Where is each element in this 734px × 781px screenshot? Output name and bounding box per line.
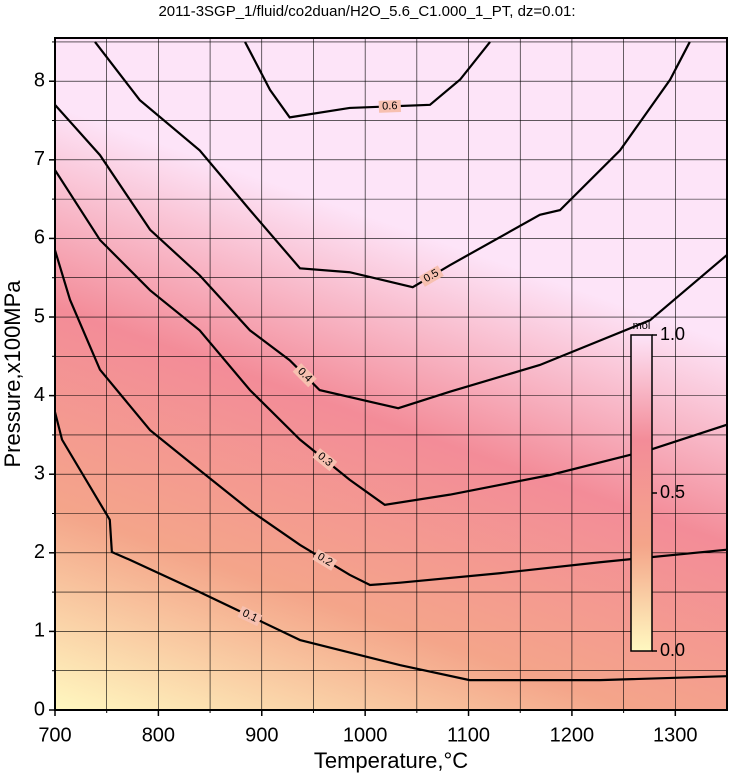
contour-label-bg (312, 549, 338, 571)
x-tick-label: 800 (142, 724, 175, 746)
contour-line (55, 249, 727, 587)
contour-line (94, 41, 691, 289)
colorbar-tick-label: 1.0 (660, 324, 685, 344)
y-tick-label: 7 (34, 148, 45, 170)
contour-label-bg (418, 265, 444, 287)
contour-label-bg (378, 99, 402, 113)
contour-label-bg (237, 605, 263, 627)
contour-label-bg (292, 363, 317, 388)
colorbar (630, 334, 653, 652)
y-tick-label: 2 (34, 541, 45, 563)
x-axis-label: Temperature,°C (314, 748, 468, 773)
contour-label-bg (312, 448, 338, 472)
x-tick-label: 1200 (550, 724, 595, 746)
x-tick-label: 1300 (653, 724, 698, 746)
contour-line (244, 41, 491, 119)
x-tick-label: 900 (245, 724, 278, 746)
contour-line (55, 411, 727, 682)
contour-label: 0.1 (240, 607, 259, 624)
y-tick-label: 6 (34, 227, 45, 249)
y-tick-label: 0 (34, 698, 45, 720)
x-tick-label: 1100 (447, 724, 490, 746)
contour-label-group: 0.6 (378, 99, 402, 113)
y-tick-label: 4 (34, 384, 45, 406)
colorbar-label: mol (633, 320, 651, 332)
contour-label: 0.6 (382, 100, 398, 113)
colorbar-tick-label: 0.5 (660, 482, 685, 502)
colorbar-tick-label: 0.0 (660, 640, 685, 660)
x-tick-label: 700 (38, 724, 71, 746)
y-axis-label: Pressure,x100MPa (0, 280, 25, 468)
x-tick-label: 1000 (343, 724, 388, 746)
y-tick-label: 5 (34, 305, 45, 327)
y-tick-label: 8 (34, 70, 45, 92)
plot-frame (54, 37, 728, 711)
plot-background (55, 38, 727, 710)
y-tick-label: 3 (34, 462, 45, 484)
chart-title: 2011-3SGP_1/fluid/co2duan/H2O_5.6_C1.000… (158, 3, 575, 20)
contour-label-group: 0.1 (237, 605, 263, 627)
y-tick-label: 1 (34, 620, 45, 642)
